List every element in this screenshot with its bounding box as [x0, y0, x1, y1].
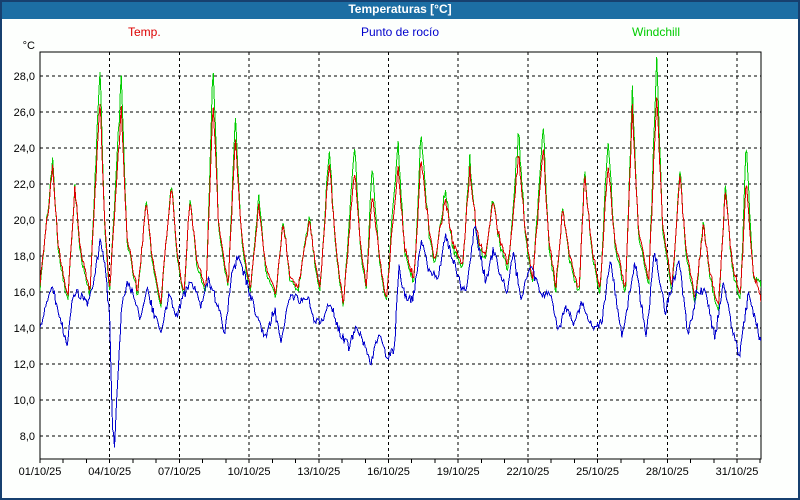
y-axis-tick-label: 16,0 — [14, 287, 35, 299]
window-title: Temperaturas [°C] — [348, 2, 452, 16]
x-axis-tick-label: 01/10/25 — [19, 466, 62, 478]
y-axis-tick-label: 26,0 — [14, 107, 35, 119]
series-dewpoint-line — [40, 225, 761, 448]
y-axis-tick-label: 8,0 — [20, 431, 35, 443]
x-axis-tick-label: 16/10/25 — [367, 466, 410, 478]
y-axis-tick-label: 24,0 — [14, 143, 35, 155]
legend-item-dewpoint: Punto de rocío — [360, 25, 440, 39]
series-windchill-line — [40, 56, 761, 311]
legend-item-temp: Temp. — [128, 25, 161, 39]
x-axis-tick-label: 07/10/25 — [158, 466, 201, 478]
x-axis-tick-label: 28/10/25 — [646, 466, 689, 478]
x-axis-tick-label: 22/10/25 — [506, 466, 549, 478]
x-axis-tick-label: 31/10/25 — [716, 466, 759, 478]
x-axis-tick-label: 04/10/25 — [88, 466, 131, 478]
x-axis-tick-label: 13/10/25 — [297, 466, 340, 478]
y-axis-tick-label: 22,0 — [14, 179, 35, 191]
series-temp-line — [40, 97, 761, 305]
y-axis-tick-label: 28,0 — [14, 71, 35, 83]
x-axis-tick-label: 25/10/25 — [576, 466, 619, 478]
y-axis-tick-label: 12,0 — [14, 359, 35, 371]
y-axis-tick-label: 20,0 — [14, 215, 35, 227]
y-axis-tick-label: 14,0 — [14, 323, 35, 335]
window-title-bar: Temperaturas [°C] — [0, 0, 800, 19]
x-axis-tick-label: 10/10/25 — [228, 466, 271, 478]
x-axis-tick-label: 19/10/25 — [437, 466, 480, 478]
y-axis-tick-label: 18,0 — [14, 251, 35, 263]
legend-item-windchill: Windchill — [632, 25, 681, 39]
y-axis-tick-label: 10,0 — [14, 395, 35, 407]
plot-border — [39, 51, 762, 460]
y-axis-unit-label: °C — [23, 40, 35, 52]
